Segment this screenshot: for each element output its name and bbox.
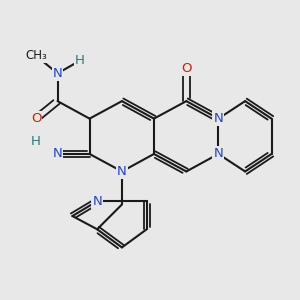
Text: H: H [75,54,85,67]
Text: CH₃: CH₃ [25,50,47,62]
Text: N: N [117,165,127,178]
Text: H: H [31,135,41,148]
Text: N: N [214,148,223,160]
Text: O: O [181,61,192,75]
Text: N: N [53,148,62,160]
Text: O: O [31,112,41,125]
Text: N: N [53,67,62,80]
Text: N: N [92,195,102,208]
Text: N: N [214,112,223,125]
